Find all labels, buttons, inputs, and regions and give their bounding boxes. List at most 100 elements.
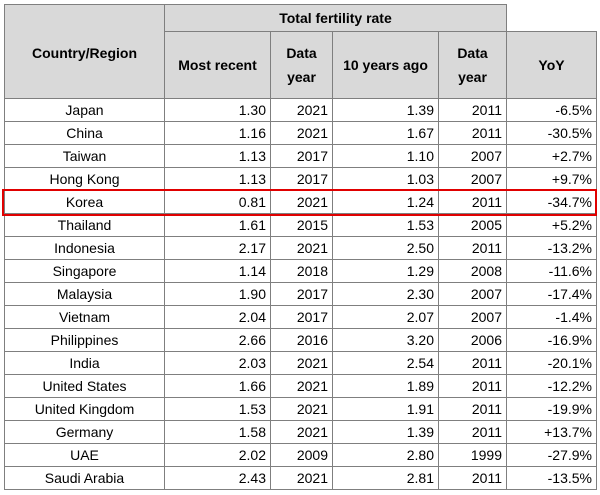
cell-most-recent: 1.13: [164, 167, 271, 191]
cell-yoy: +13.7%: [506, 420, 597, 444]
cell-ten-years-ago: 2.81: [332, 466, 439, 490]
cell-most-recent: 1.61: [164, 213, 271, 237]
cell-yoy: -17.4%: [506, 282, 597, 306]
cell-yoy: -20.1%: [506, 351, 597, 375]
cell-recent-year: 2016: [270, 328, 333, 352]
fertility-rate-table: Country/Region Total fertility rate Most…: [4, 4, 597, 490]
cell-most-recent: 1.53: [164, 397, 271, 421]
table-row: Indonesia 2.17 2021 2.50 2011 -13.2%: [4, 236, 597, 260]
table-row: Saudi Arabia 2.43 2021 2.81 2011 -13.5%: [4, 466, 597, 490]
cell-ten-years-ago: 2.30: [332, 282, 439, 306]
cell-yoy: -12.2%: [506, 374, 597, 398]
cell-yoy: +5.2%: [506, 213, 597, 237]
cell-yoy: +2.7%: [506, 144, 597, 168]
cell-ten-years-ago: 1.29: [332, 259, 439, 283]
cell-yoy: -16.9%: [506, 328, 597, 352]
table-row: India 2.03 2021 2.54 2011 -20.1%: [4, 351, 597, 375]
cell-yoy: -1.4%: [506, 305, 597, 329]
table-row: Singapore 1.14 2018 1.29 2008 -11.6%: [4, 259, 597, 283]
cell-country: Malaysia: [4, 282, 165, 306]
cell-recent-year: 2021: [270, 466, 333, 490]
cell-most-recent: 1.90: [164, 282, 271, 306]
table-row: Taiwan 1.13 2017 1.10 2007 +2.7%: [4, 144, 597, 168]
cell-most-recent: 1.14: [164, 259, 271, 283]
cell-prior-year: 2011: [438, 190, 507, 214]
cell-country: Saudi Arabia: [4, 466, 165, 490]
header-data-year-recent: Data year: [270, 31, 333, 99]
cell-prior-year: 2011: [438, 98, 507, 122]
cell-most-recent: 1.58: [164, 420, 271, 444]
cell-prior-year: 2007: [438, 167, 507, 191]
cell-country: UAE: [4, 443, 165, 467]
cell-ten-years-ago: 1.89: [332, 374, 439, 398]
cell-ten-years-ago: 1.53: [332, 213, 439, 237]
table-row: Germany 1.58 2021 1.39 2011 +13.7%: [4, 420, 597, 444]
cell-recent-year: 2017: [270, 305, 333, 329]
cell-ten-years-ago: 2.50: [332, 236, 439, 260]
cell-yoy: -27.9%: [506, 443, 597, 467]
cell-recent-year: 2021: [270, 121, 333, 145]
cell-prior-year: 2011: [438, 397, 507, 421]
table-body: Japan 1.30 2021 1.39 2011 -6.5% China 1.16 2021 1…: [4, 98, 597, 490]
cell-country: Thailand: [4, 213, 165, 237]
cell-most-recent: 1.16: [164, 121, 271, 145]
cell-country: Taiwan: [4, 144, 165, 168]
cell-country: Japan: [4, 98, 165, 122]
cell-most-recent: 2.03: [164, 351, 271, 375]
cell-most-recent: 2.02: [164, 443, 271, 467]
cell-prior-year: 2007: [438, 144, 507, 168]
header-ten-years-ago: 10 years ago: [332, 31, 439, 99]
cell-prior-year: 2006: [438, 328, 507, 352]
cell-prior-year: 2008: [438, 259, 507, 283]
cell-prior-year: 2007: [438, 305, 507, 329]
cell-recent-year: 2021: [270, 397, 333, 421]
cell-yoy: -34.7%: [506, 190, 597, 214]
cell-most-recent: 1.30: [164, 98, 271, 122]
cell-yoy: -13.5%: [506, 466, 597, 490]
table-row: United Kingdom 1.53 2021 1.91 2011 -19.9%: [4, 397, 597, 421]
cell-recent-year: 2009: [270, 443, 333, 467]
cell-recent-year: 2021: [270, 190, 333, 214]
cell-country: China: [4, 121, 165, 145]
header-total-fertility-rate: Total fertility rate: [164, 4, 507, 32]
cell-recent-year: 2021: [270, 351, 333, 375]
table-row: Vietnam 2.04 2017 2.07 2007 -1.4%: [4, 305, 597, 329]
cell-ten-years-ago: 1.10: [332, 144, 439, 168]
cell-ten-years-ago: 1.39: [332, 98, 439, 122]
cell-ten-years-ago: 2.07: [332, 305, 439, 329]
cell-recent-year: 2018: [270, 259, 333, 283]
cell-yoy: +9.7%: [506, 167, 597, 191]
header-data-year-prior: Data year: [438, 31, 507, 99]
cell-country: India: [4, 351, 165, 375]
cell-yoy: -30.5%: [506, 121, 597, 145]
header-most-recent: Most recent: [164, 31, 271, 99]
cell-ten-years-ago: 2.54: [332, 351, 439, 375]
cell-yoy: -13.2%: [506, 236, 597, 260]
cell-ten-years-ago: 3.20: [332, 328, 439, 352]
table-row: UAE 2.02 2009 2.80 1999 -27.9%: [4, 443, 597, 467]
table-row: China 1.16 2021 1.67 2011 -30.5%: [4, 121, 597, 145]
cell-prior-year: 2011: [438, 466, 507, 490]
cell-prior-year: 2007: [438, 282, 507, 306]
cell-recent-year: 2021: [270, 420, 333, 444]
table-header: Country/Region Total fertility rate Most…: [4, 4, 597, 99]
cell-country: Philippines: [4, 328, 165, 352]
cell-country: United States: [4, 374, 165, 398]
cell-yoy: -6.5%: [506, 98, 597, 122]
table-row: United States 1.66 2021 1.89 2011 -12.2%: [4, 374, 597, 398]
table-row: Thailand 1.61 2015 1.53 2005 +5.2%: [4, 213, 597, 237]
cell-yoy: -11.6%: [506, 259, 597, 283]
cell-recent-year: 2017: [270, 282, 333, 306]
header-yoy: YoY: [506, 31, 597, 99]
cell-prior-year: 1999: [438, 443, 507, 467]
data-year-line1: Data: [457, 45, 488, 61]
cell-recent-year: 2021: [270, 236, 333, 260]
cell-prior-year: 2011: [438, 374, 507, 398]
cell-prior-year: 2011: [438, 236, 507, 260]
cell-most-recent: 2.43: [164, 466, 271, 490]
cell-ten-years-ago: 1.24: [332, 190, 439, 214]
cell-country: Hong Kong: [4, 167, 165, 191]
table-row: Philippines 2.66 2016 3.20 2006 -16.9%: [4, 328, 597, 352]
table-row: Hong Kong 1.13 2017 1.03 2007 +9.7%: [4, 167, 597, 191]
cell-most-recent: 1.13: [164, 144, 271, 168]
